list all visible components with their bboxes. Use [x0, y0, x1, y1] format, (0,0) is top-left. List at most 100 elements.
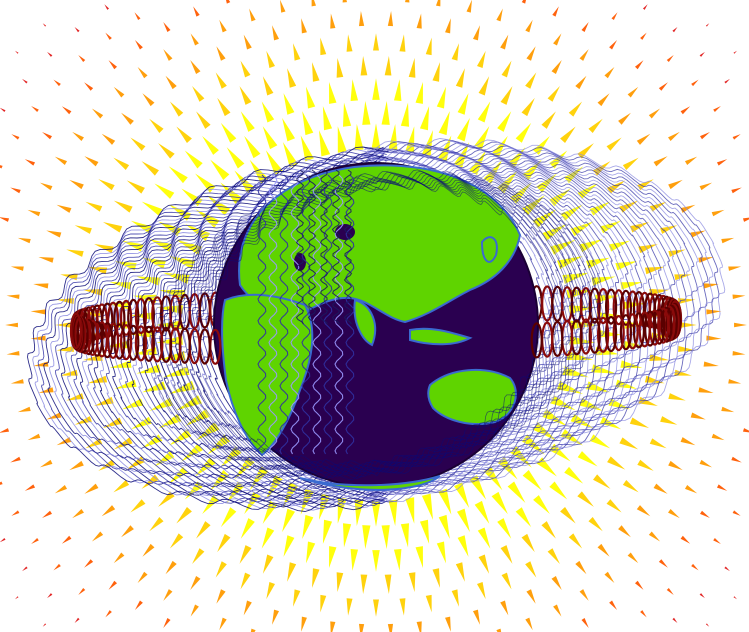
- vector-cone: [579, 397, 603, 411]
- vector-cone: [61, 535, 72, 544]
- vector-cone: [609, 39, 618, 50]
- landmass: [480, 236, 498, 263]
- vector-cone: [690, 230, 706, 238]
- vector-cone: [521, 533, 535, 553]
- vector-cone: [141, 201, 163, 216]
- vector-cone: [457, 93, 469, 115]
- vector-cone: [455, 562, 465, 582]
- vector-cone: [33, 361, 49, 367]
- vector-cone: [399, 34, 406, 52]
- vector-cone: [0, 217, 10, 222]
- vector-cone: [149, 517, 164, 532]
- field-line: [363, 151, 671, 495]
- vector-cone: [113, 480, 130, 493]
- vector-cone: [733, 50, 737, 54]
- field-line: [32, 149, 388, 511]
- vector-cone: [39, 182, 53, 191]
- vector-cone: [10, 379, 24, 384]
- vector-cone: [27, 433, 41, 441]
- landmass: [221, 293, 314, 457]
- vector-cone: [184, 150, 203, 169]
- vector-cone: [42, 23, 47, 27]
- field-line-front: [375, 178, 565, 467]
- vector-cone: [619, 437, 639, 450]
- vector-cone: [306, 541, 316, 564]
- ring-current-loop: [151, 296, 164, 333]
- landmass: [409, 327, 473, 346]
- vector-cone: [586, 257, 610, 269]
- vector-cone: [287, 68, 297, 88]
- vector-cone: [121, 525, 134, 538]
- particle-trace: [295, 169, 305, 325]
- vector-cone: [680, 437, 696, 446]
- vector-cone: [627, 86, 639, 98]
- vector-cone: [169, 533, 184, 549]
- vector-cone: [721, 406, 735, 413]
- vector-cone: [215, 72, 227, 89]
- vector-cone: [336, 58, 344, 78]
- vector-cone: [577, 491, 594, 507]
- field-line: [363, 155, 654, 489]
- vector-cone: [541, 521, 556, 539]
- ring-current-loop: [90, 320, 104, 357]
- vector-cone: [733, 596, 737, 600]
- vector-cone: [477, 101, 491, 123]
- particle-trace: [257, 174, 267, 455]
- vector-cone: [579, 49, 589, 61]
- vector-cone: [176, 126, 192, 144]
- field-line: [364, 143, 704, 503]
- particle-trace: [307, 169, 317, 325]
- vector-cone: [435, 0, 441, 7]
- vector-cone: [283, 535, 295, 557]
- vector-cone: [190, 575, 201, 591]
- vector-cone: [217, 97, 231, 117]
- vector-cone: [560, 126, 576, 144]
- vector-cone: [54, 485, 68, 494]
- vector-cone: [721, 237, 735, 244]
- vector-cone: [350, 548, 359, 571]
- vector-cone: [262, 76, 274, 96]
- vector-cone: [588, 517, 603, 532]
- vector-cone: [699, 459, 713, 468]
- particle-trace: [279, 174, 289, 455]
- field-line: [70, 156, 387, 502]
- vector-cone: [318, 130, 331, 157]
- vector-cone: [30, 335, 46, 341]
- vector-cone: [593, 474, 611, 489]
- vector-cone: [497, 456, 518, 480]
- vector-cone: [287, 562, 297, 582]
- vector-cone: [61, 106, 72, 115]
- particle-trace: [345, 174, 355, 455]
- vector-cone: [301, 616, 307, 632]
- vector-cone: [553, 33, 562, 46]
- vector-cone: [615, 379, 638, 389]
- vector-cone: [438, 488, 452, 515]
- ring-current-loop: [119, 324, 133, 361]
- vector-cone: [404, 0, 410, 3]
- vector-cone: [381, 525, 390, 550]
- vector-cone: [711, 209, 725, 217]
- vector-cone: [456, 508, 470, 533]
- vector-cone: [660, 416, 678, 425]
- vector-cone: [196, 521, 211, 539]
- vector-cone: [176, 506, 192, 524]
- vector-cone: [589, 434, 611, 449]
- vector-cone: [618, 525, 631, 538]
- vector-cone: [491, 491, 508, 515]
- ring-current-loop: [142, 297, 155, 334]
- vector-cone: [72, 508, 84, 519]
- vector-cone: [239, 545, 252, 564]
- vector-cone: [195, 209, 220, 228]
- vector-cone: [415, 81, 423, 104]
- vector-cone: [53, 79, 61, 87]
- vector-cone: [244, 491, 261, 515]
- vector-cone: [568, 101, 583, 117]
- vector-cone: [216, 46, 226, 61]
- vector-cone: [653, 156, 668, 167]
- ring-current-loop: [588, 287, 601, 324]
- vector-cone: [455, 68, 465, 88]
- vector-cone: [640, 32, 647, 40]
- vector-cone: [109, 360, 132, 368]
- vector-cone: [699, 51, 705, 57]
- vector-cone: [134, 12, 141, 21]
